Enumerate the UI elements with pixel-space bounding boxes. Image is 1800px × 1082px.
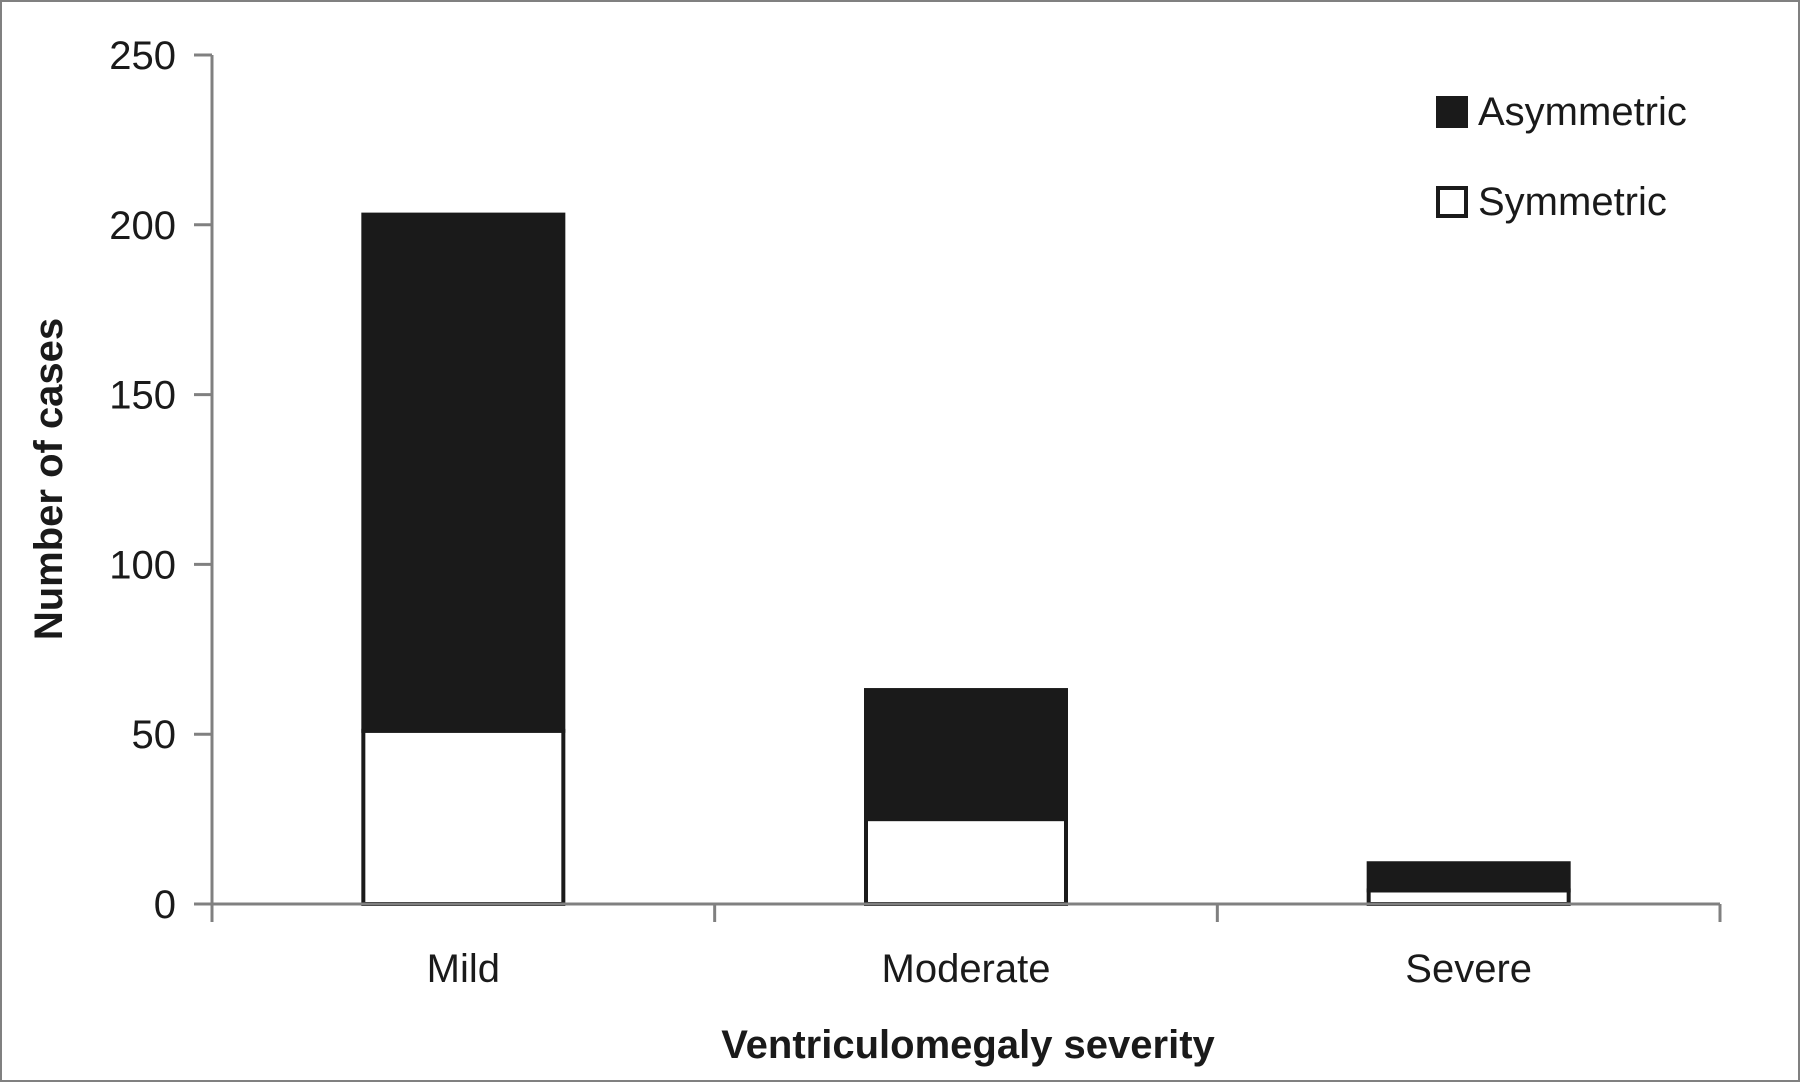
bars-layer [361, 212, 1571, 907]
bar-symmetric-mild [361, 728, 566, 907]
tick-labels-layer: Mild Moderate Severe 0 50 100 150 200 250 [109, 34, 1532, 991]
bar-asymmetric-moderate [864, 688, 1068, 822]
y-tick-label: 100 [109, 543, 176, 587]
y-tick-label: 150 [109, 374, 176, 418]
legend-label-symmetric: Symmetric [1478, 180, 1667, 224]
bar-asymmetric-severe [1366, 861, 1571, 893]
legend-label-asymmetric: Asymmetric [1478, 90, 1687, 134]
y-axis-title: Number of cases [27, 318, 71, 640]
x-tick-label-moderate: Moderate [882, 947, 1051, 991]
x-tick-label-severe: Severe [1405, 947, 1532, 991]
bar-symmetric-severe [1366, 888, 1571, 907]
x-tick-label-mild: Mild [427, 947, 500, 991]
axes-layer [194, 53, 1722, 922]
y-tick-label: 50 [132, 713, 177, 757]
y-tick-label: 0 [154, 883, 176, 927]
legend: Asymmetric Symmetric [1436, 90, 1687, 224]
y-tick-label: 200 [109, 204, 176, 248]
bar-symmetric-moderate [864, 817, 1068, 906]
bar-asymmetric-mild [361, 212, 566, 733]
x-axis-title: Ventriculomegaly severity [721, 1023, 1215, 1067]
legend-swatch-asymmetric [1436, 96, 1468, 128]
legend-swatch-symmetric [1436, 186, 1468, 218]
y-tick-label: 250 [109, 34, 176, 78]
